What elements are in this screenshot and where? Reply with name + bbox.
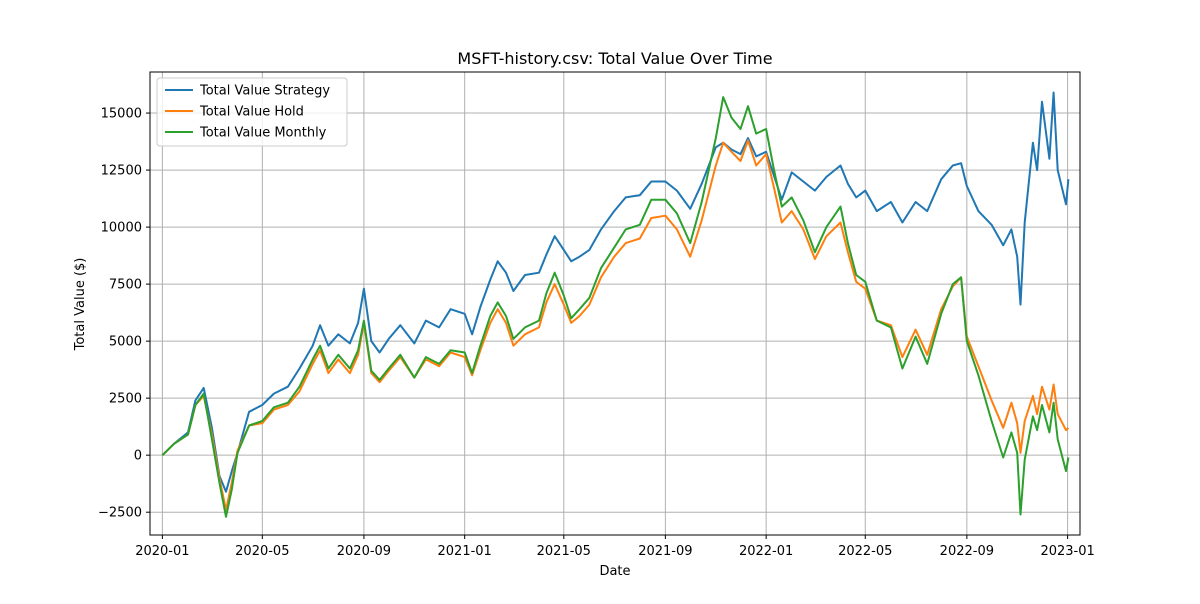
x-tick-label: 2021-09 (638, 544, 692, 559)
legend-label: Total Value Strategy (199, 84, 330, 99)
x-tick-label: 2021-05 (537, 544, 591, 559)
legend-label: Total Value Hold (199, 105, 304, 120)
plot-frame (149, 71, 1081, 536)
series-lines (161, 91, 1070, 518)
chart-title: MSFT-history.csv: Total Value Over Time (457, 49, 772, 68)
y-tick-label: −2500 (98, 506, 142, 521)
x-tick-label: 2023-01 (1040, 544, 1094, 559)
y-tick-label: 5000 (109, 335, 142, 350)
legend: Total Value Strategy Total Value Hold Tota… (156, 77, 348, 147)
x-tick-label: 2022-01 (739, 544, 793, 559)
x-tick-label: 2022-05 (838, 544, 892, 559)
x-tick-label: 2021-01 (438, 544, 492, 559)
series-line-1 (161, 91, 1070, 493)
y-tick-label: 2500 (109, 392, 142, 407)
x-tick-label: 2020-05 (235, 544, 289, 559)
series-line-3 (161, 96, 1070, 518)
y-tick-label: 0 (134, 449, 142, 464)
grid (150, 72, 1080, 535)
x-tick-label: 2020-01 (135, 544, 189, 559)
y-tick-label: 7500 (109, 278, 142, 293)
series-line-2 (161, 139, 1070, 511)
y-tick-label: 10000 (101, 221, 142, 236)
x-axis-label: Date (599, 564, 630, 579)
y-tick-label: 15000 (101, 107, 142, 122)
y-axis-label: Total Value ($) (73, 258, 88, 352)
y-tick-label: 12500 (101, 164, 142, 179)
x-tick-label: 2022-09 (940, 544, 994, 559)
legend-label: Total Value Monthly (199, 126, 327, 141)
x-tick-label: 2020-09 (337, 544, 391, 559)
legend-box (156, 77, 348, 147)
y-axis-ticks: −2500 0 2500 5000 7500 10000 12500 15000 (98, 107, 150, 521)
x-axis-ticks: 2020-01 2020-05 2020-09 2021-01 2021-05 2021-… (135, 535, 1095, 559)
